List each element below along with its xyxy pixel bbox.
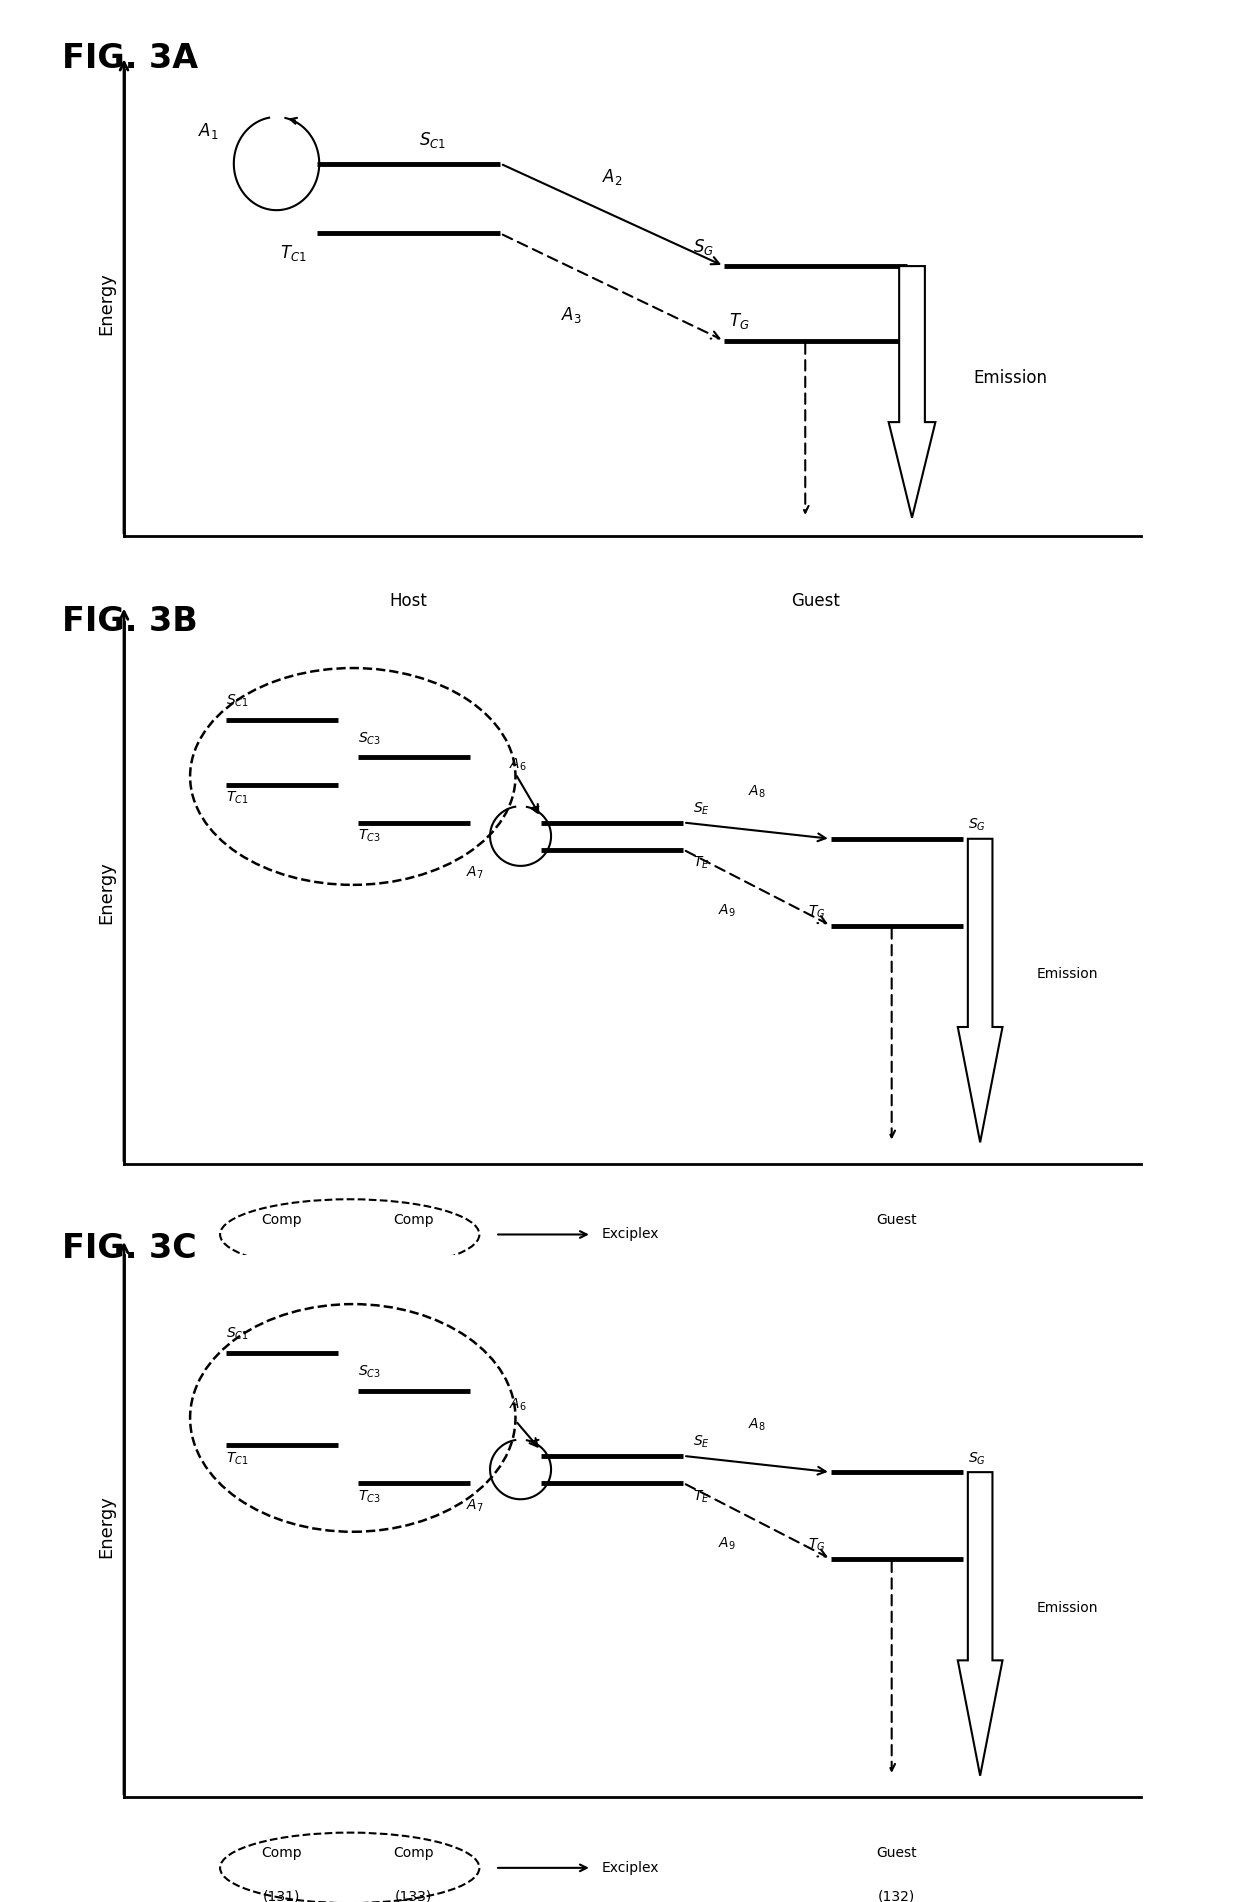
Text: $A_8$: $A_8$ [748, 1417, 766, 1434]
Text: (131): (131) [263, 1889, 300, 1902]
Text: $T_{C1}$: $T_{C1}$ [226, 789, 248, 806]
Text: Emission: Emission [973, 369, 1047, 386]
Text: (133): (133) [396, 1255, 433, 1271]
Text: $T_{C3}$: $T_{C3}$ [358, 1489, 381, 1504]
Y-axis label: Energy: Energy [98, 1495, 115, 1558]
FancyArrow shape [957, 839, 1002, 1143]
Text: Comp: Comp [393, 1213, 434, 1227]
Text: (132): (132) [794, 639, 838, 656]
Text: $S_{C3}$: $S_{C3}$ [358, 1364, 381, 1381]
Text: $A_9$: $A_9$ [718, 1537, 735, 1552]
Text: (132): (132) [878, 1889, 915, 1902]
Text: Emission: Emission [1037, 968, 1099, 981]
Text: $A_2$: $A_2$ [601, 167, 622, 186]
Text: $A_7$: $A_7$ [466, 1499, 484, 1514]
Text: $A_1$: $A_1$ [198, 120, 218, 141]
Text: $T_G$: $T_G$ [808, 903, 826, 921]
Text: FIG. 3B: FIG. 3B [62, 605, 197, 637]
Text: $T_{C3}$: $T_{C3}$ [358, 827, 381, 844]
Text: $S_E$: $S_E$ [693, 801, 711, 818]
Text: $T_{C1}$: $T_{C1}$ [280, 243, 308, 262]
FancyArrow shape [889, 266, 935, 517]
Text: Comp: Comp [393, 1847, 434, 1860]
Text: $S_{C1}$: $S_{C1}$ [226, 1326, 248, 1343]
Text: (131): (131) [263, 1255, 300, 1271]
Text: Host: Host [389, 592, 428, 611]
Text: $A_9$: $A_9$ [718, 903, 735, 919]
Text: $T_G$: $T_G$ [808, 1537, 826, 1554]
Text: $T_E$: $T_E$ [693, 1489, 711, 1504]
Text: Guest: Guest [791, 592, 839, 611]
Y-axis label: Energy: Energy [98, 862, 115, 924]
Text: $T_G$: $T_G$ [729, 312, 750, 331]
Text: (133): (133) [396, 1889, 433, 1902]
Text: $A_3$: $A_3$ [560, 304, 582, 325]
Text: $T_{C1}$: $T_{C1}$ [226, 1451, 248, 1466]
Text: Emission: Emission [1037, 1601, 1099, 1615]
Text: $A_6$: $A_6$ [510, 1396, 527, 1413]
Text: (132): (132) [878, 1255, 915, 1271]
Text: Comp: Comp [262, 1213, 301, 1227]
Text: FIG. 3A: FIG. 3A [62, 42, 198, 74]
Text: $T_E$: $T_E$ [693, 856, 711, 871]
Text: $A_6$: $A_6$ [510, 757, 527, 772]
Text: $S_G$: $S_G$ [968, 818, 986, 833]
Text: $S_{C1}$: $S_{C1}$ [226, 692, 248, 709]
Text: Comp: Comp [262, 1847, 301, 1860]
Text: $A_7$: $A_7$ [466, 865, 484, 881]
Text: Guest: Guest [877, 1847, 918, 1860]
Text: $S_{C3}$: $S_{C3}$ [358, 730, 381, 747]
Text: $S_G$: $S_G$ [968, 1451, 986, 1466]
Text: $A_8$: $A_8$ [748, 784, 766, 801]
Text: Exciplex: Exciplex [601, 1227, 660, 1242]
Text: Guest: Guest [877, 1213, 918, 1227]
Text: $S_{C1}$: $S_{C1}$ [419, 129, 446, 150]
Text: FIG. 3C: FIG. 3C [62, 1232, 197, 1265]
FancyArrow shape [957, 1472, 1002, 1776]
Y-axis label: Energy: Energy [98, 272, 115, 335]
Text: $S_E$: $S_E$ [693, 1434, 711, 1451]
Text: Exciplex: Exciplex [601, 1860, 660, 1875]
Text: (131): (131) [387, 639, 432, 656]
Text: $S_G$: $S_G$ [693, 236, 714, 257]
